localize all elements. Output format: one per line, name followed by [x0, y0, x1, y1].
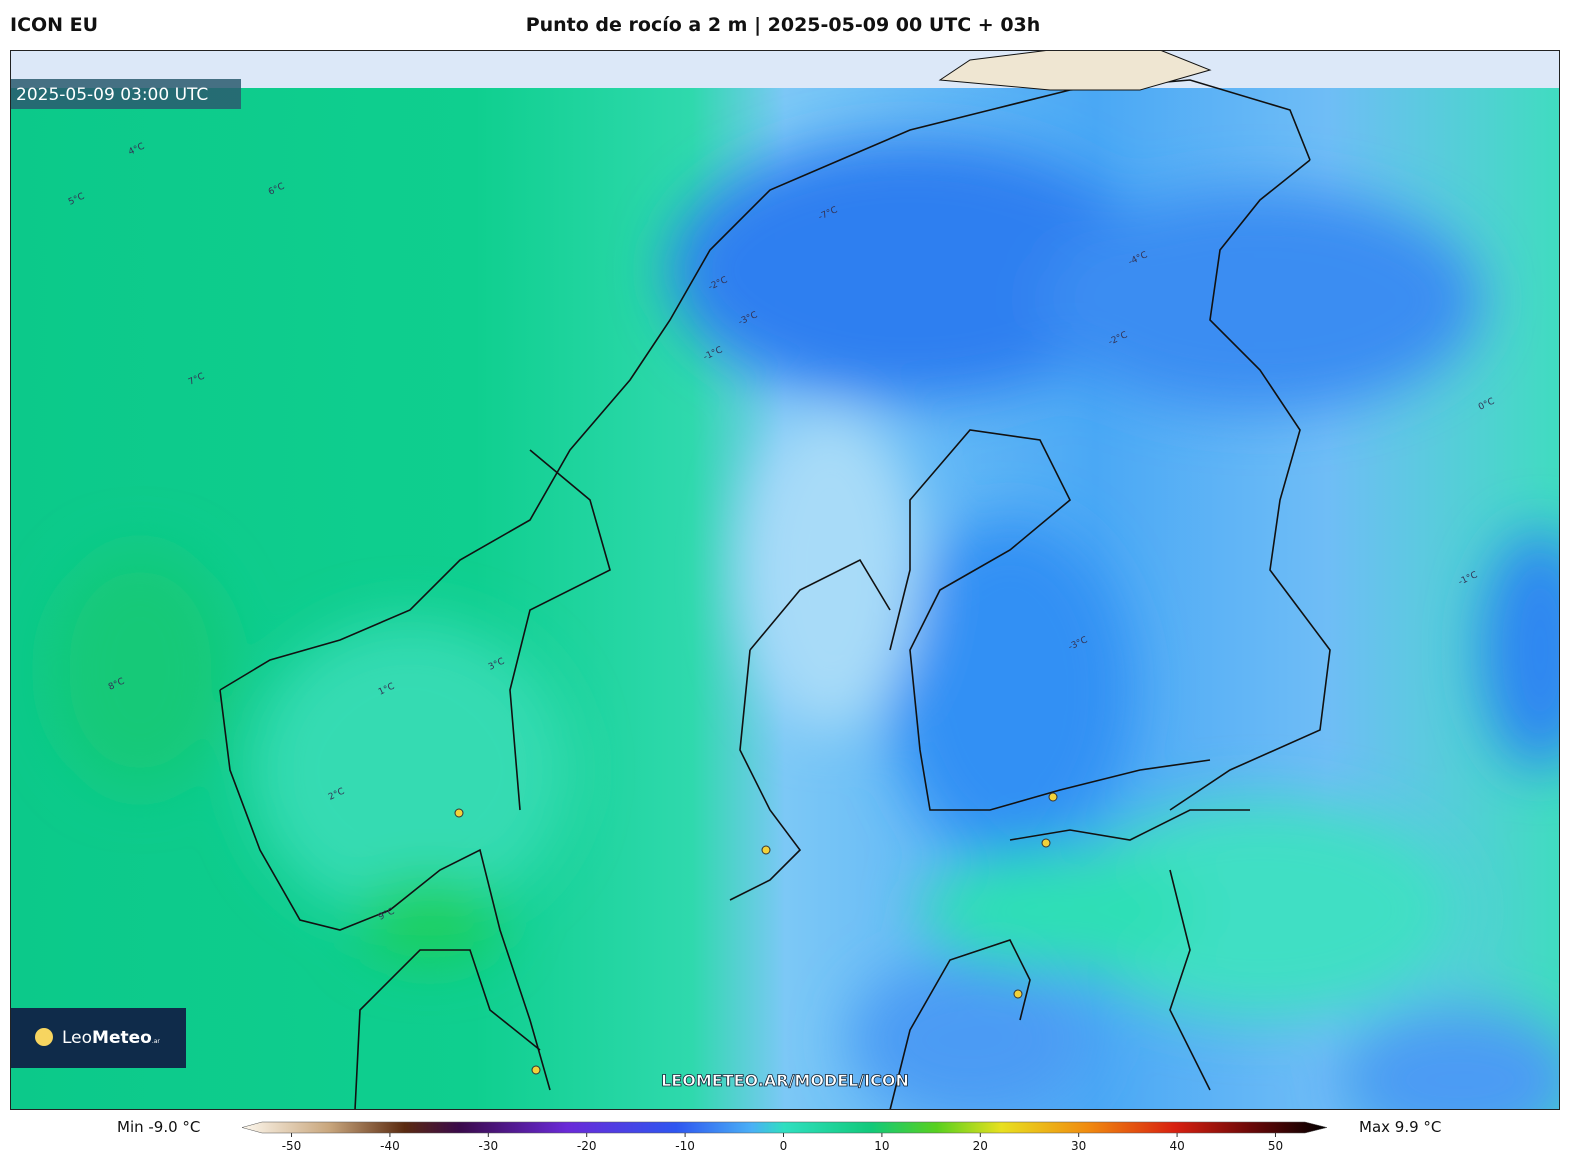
logo: LeoMeteo.ar — [62, 1028, 160, 1048]
tick-label: -30 — [479, 1139, 499, 1153]
logo-suffix: .ar — [152, 1038, 161, 1045]
tick-label: 30 — [1071, 1139, 1086, 1153]
map-title: Punto de rocío a 2 m | 2025-05-09 00 UTC… — [525, 14, 1041, 36]
tick-label: -10 — [675, 1139, 695, 1153]
field-patches — [50, 140, 1560, 1110]
tick-label: 10 — [874, 1139, 889, 1153]
timestamp: 2025-05-09 03:00 UTC — [16, 85, 208, 105]
tick-label: 20 — [973, 1139, 988, 1153]
max-label: Max 9.9 °C — [1359, 1118, 1442, 1136]
tick-label: -50 — [282, 1139, 302, 1153]
tick-label: 0 — [780, 1139, 788, 1153]
map-frame — [10, 50, 1560, 1110]
city-dots — [454, 792, 1058, 1075]
logo-light: Leo — [62, 1028, 92, 1048]
timestamp-box — [10, 79, 241, 109]
colorbar: -50 -40 -30 -20 -10 0 10 20 30 40 50 — [241, 1121, 1328, 1153]
land-patch — [938, 50, 1212, 91]
watermark: LEOMETEO.AR/MODEL/ICON — [661, 1071, 909, 1090]
tick-label: 50 — [1268, 1139, 1283, 1153]
map: 4°C5°C6°C-7°C-2°C-3°C-4°C7°C8°C-1°C0°C2°… — [10, 50, 1560, 1110]
logo-bold: Meteo — [92, 1028, 152, 1048]
no-data-strip — [10, 50, 1560, 88]
tick-label: -20 — [577, 1139, 597, 1153]
logo-sun — [35, 1028, 53, 1046]
min-label: Min -9.0 °C — [117, 1118, 201, 1136]
model-name: ICON EU — [10, 14, 99, 36]
tick-label: -40 — [380, 1139, 400, 1153]
tick-label: 40 — [1169, 1139, 1184, 1153]
colorbar-bar — [241, 1121, 1328, 1134]
